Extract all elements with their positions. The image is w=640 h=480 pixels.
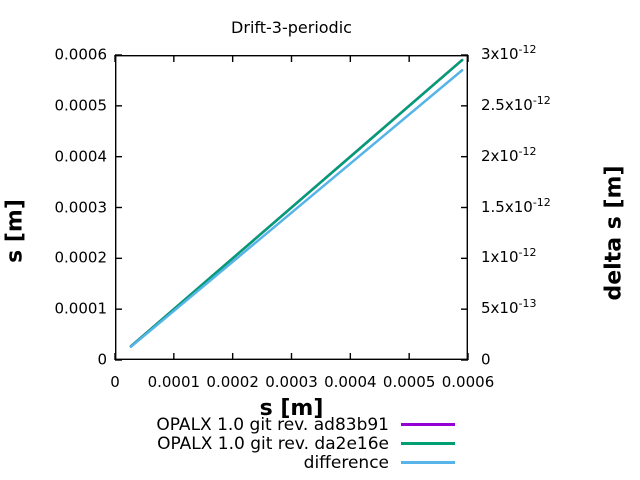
x-tick-label: 0.0002 xyxy=(206,373,259,391)
y-right-tick-base: 5x10 xyxy=(481,299,519,318)
y-right-tick-exponent: -12 xyxy=(532,93,551,107)
series-line-1 xyxy=(129,58,464,348)
legend-label: OPALX 1.0 git rev. ad83b91 xyxy=(156,414,389,435)
legend-label: difference xyxy=(303,452,389,473)
y-right-tick-base: 1.5x10 xyxy=(481,197,533,216)
y-left-tick-label: 0.0004 xyxy=(54,147,108,166)
y-right-tick-label: 2x10-12 xyxy=(481,145,536,165)
x-tick-label: 0.0001 xyxy=(147,373,201,391)
y-right-tick-base: 3x10 xyxy=(481,45,519,63)
legend-line-sample xyxy=(401,423,455,426)
y-right-tick-label: 0 xyxy=(481,350,491,369)
y-right-tick-label: 3x10-12 xyxy=(481,43,536,63)
series-line-2 xyxy=(129,69,464,349)
y-left-tick-label: 0.0006 xyxy=(54,45,108,64)
y-right-tick-label: 1x10-12 xyxy=(481,246,536,267)
x-tick-label: 0 xyxy=(110,373,120,391)
y-right-tick-exponent: -12 xyxy=(518,144,537,158)
y-left-tick-label: 0 xyxy=(97,350,107,369)
y-left-tick-label: 0.0002 xyxy=(54,248,108,267)
legend-line-sample xyxy=(401,442,455,445)
y-right-tick-label: 2.5x10-12 xyxy=(481,94,551,114)
plot-border xyxy=(114,54,469,361)
y-right-tick-base: 1x10 xyxy=(481,248,519,267)
chart-title: Drift-3-periodic xyxy=(231,18,352,37)
y-right-tick-base: 2x10 xyxy=(481,146,519,165)
plot-area xyxy=(114,54,469,361)
y-right-tick-exponent: -12 xyxy=(532,195,551,209)
y-left-tick-label: 0.0001 xyxy=(54,299,108,318)
y-right-tick-base: 0 xyxy=(481,350,491,369)
legend-line-sample xyxy=(401,461,455,464)
y-right-tick-label: 5x10-13 xyxy=(481,297,536,318)
legend-label: OPALX 1.0 git rev. da2e16e xyxy=(157,433,389,454)
x-tick-label: 0.0006 xyxy=(441,373,495,391)
x-axis-label: s [m] xyxy=(259,396,324,421)
y-right-tick-exponent: -12 xyxy=(518,246,537,260)
y-left-tick-label: 0.0003 xyxy=(54,198,108,216)
y-right-tick-exponent: -13 xyxy=(518,297,537,311)
x-tick-label: 0.0005 xyxy=(382,373,436,391)
y-left-tick-label: 0.0005 xyxy=(54,96,108,115)
y-axis-label-left: s [m] xyxy=(2,199,28,263)
x-tick-label: 0.0004 xyxy=(324,373,377,391)
x-tick-label: 0.0003 xyxy=(265,373,318,391)
legend: OPALX 1.0 git rev. ad83b91 OPALX 1.0 git … xyxy=(156,414,455,473)
legend-item-2: difference xyxy=(156,452,455,473)
y-axis-label-right: delta s [m] xyxy=(601,165,627,301)
y-right-tick-label: 1.5x10-12 xyxy=(481,196,551,216)
legend-item-1: OPALX 1.0 git rev. da2e16e xyxy=(156,433,455,454)
y-right-tick-exponent: -12 xyxy=(518,43,537,56)
legend-item-0: OPALX 1.0 git rev. ad83b91 xyxy=(156,414,455,435)
y-right-tick-base: 2.5x10 xyxy=(481,95,533,114)
